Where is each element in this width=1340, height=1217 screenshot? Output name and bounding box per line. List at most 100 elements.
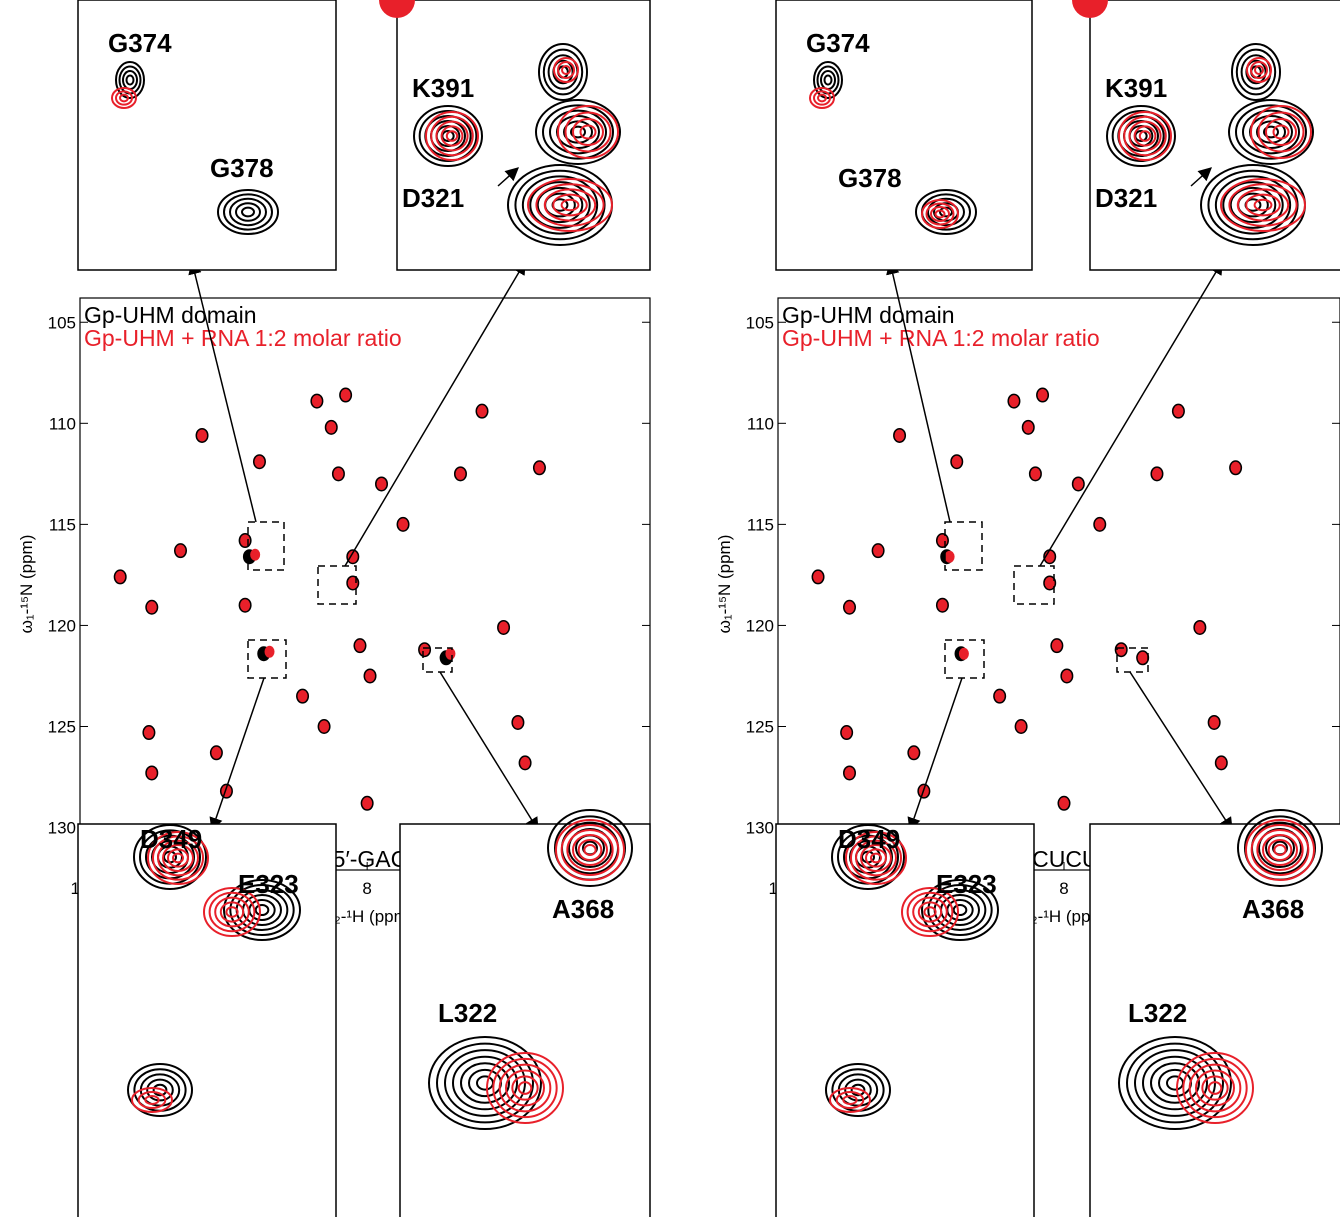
- contour: [542, 104, 614, 160]
- y-axis-label: ω₁-¹⁵N (ppm): [715, 535, 734, 634]
- contour: [1228, 99, 1314, 165]
- peak: [994, 690, 1005, 703]
- peak: [1008, 395, 1019, 408]
- contour: [219, 901, 245, 923]
- inset-frame: [77, 0, 337, 271]
- residue-label: A368: [552, 894, 614, 924]
- contour: [1126, 1042, 1224, 1124]
- residue-label: G378: [210, 153, 274, 183]
- contour: [860, 844, 892, 872]
- peak: [1037, 389, 1048, 402]
- peak: [115, 570, 126, 583]
- arrow: [188, 260, 257, 523]
- contour: [809, 87, 835, 109]
- residue-label: L322: [438, 998, 497, 1028]
- contour: [923, 906, 937, 918]
- peak: [944, 550, 955, 563]
- contour: [542, 48, 584, 96]
- contour: [1237, 809, 1323, 887]
- peak: [354, 639, 365, 652]
- contour: [912, 896, 948, 928]
- contour: [1231, 43, 1281, 101]
- peak: [254, 455, 265, 468]
- peak: [264, 645, 275, 658]
- peak: [455, 467, 466, 480]
- arrow: [907, 677, 963, 832]
- y-tick-label: 110: [49, 414, 76, 433]
- contour: [579, 124, 597, 140]
- peak: [1151, 467, 1162, 480]
- legend-entry: Gp-UHM + RNA 1:2 molar ratio: [84, 325, 402, 351]
- contour: [152, 835, 204, 881]
- contour: [1245, 819, 1315, 881]
- peak: [1044, 576, 1055, 589]
- contour: [1236, 188, 1290, 222]
- residue-label: E323: [936, 869, 997, 899]
- contour: [552, 193, 588, 217]
- residue-label: E323: [238, 869, 299, 899]
- contour: [521, 175, 599, 235]
- plot-frame: [777, 297, 1340, 871]
- contour: [915, 189, 977, 235]
- residue-label: K391: [412, 73, 474, 103]
- peak: [347, 550, 358, 563]
- residue-label: K391: [1105, 73, 1167, 103]
- contour: [844, 1078, 872, 1102]
- contour: [538, 43, 588, 101]
- peak: [1073, 477, 1084, 490]
- peak: [894, 429, 905, 442]
- contour: [1222, 181, 1284, 229]
- contour: [564, 111, 612, 153]
- contour: [1220, 178, 1306, 232]
- contour: [214, 896, 250, 928]
- contour: [553, 57, 579, 83]
- contour: [1214, 175, 1292, 235]
- residue-label: G374: [806, 28, 870, 58]
- contour: [445, 130, 459, 142]
- inset-frame: [775, 0, 1033, 271]
- peak: [250, 548, 261, 561]
- contour: [146, 1078, 174, 1102]
- contour: [1207, 1081, 1223, 1095]
- contour: [208, 891, 256, 933]
- contour: [1182, 1057, 1248, 1119]
- peak: [1173, 405, 1184, 418]
- contour: [560, 198, 580, 212]
- contour: [572, 118, 604, 146]
- contour: [925, 202, 955, 226]
- contour: [1256, 829, 1304, 871]
- contour: [850, 835, 902, 881]
- contour: [133, 824, 207, 890]
- contour: [566, 829, 614, 871]
- contour: [870, 852, 882, 864]
- inset-frame: [399, 823, 651, 1217]
- residue-label: G378: [838, 163, 902, 193]
- contour: [379, 0, 415, 18]
- peak: [146, 601, 157, 614]
- contour: [152, 1083, 168, 1097]
- contour: [547, 809, 633, 887]
- peak: [908, 746, 919, 759]
- y-tick-label: 120: [746, 616, 774, 635]
- arrow: [344, 260, 526, 567]
- contour: [825, 1063, 891, 1117]
- contour: [1072, 0, 1108, 18]
- peak: [319, 720, 330, 733]
- contour: [1245, 193, 1281, 217]
- peak: [297, 690, 308, 703]
- peak: [340, 389, 351, 402]
- contour: [1254, 65, 1264, 75]
- contour: [543, 188, 597, 222]
- peak: [143, 726, 154, 739]
- y-tick-label: 125: [48, 717, 76, 736]
- contour: [1106, 105, 1176, 167]
- contour: [865, 848, 887, 868]
- contour: [172, 852, 184, 864]
- contour: [823, 74, 833, 86]
- contour: [137, 1091, 167, 1109]
- contour: [906, 891, 954, 933]
- contour: [119, 93, 129, 103]
- peak: [240, 599, 251, 612]
